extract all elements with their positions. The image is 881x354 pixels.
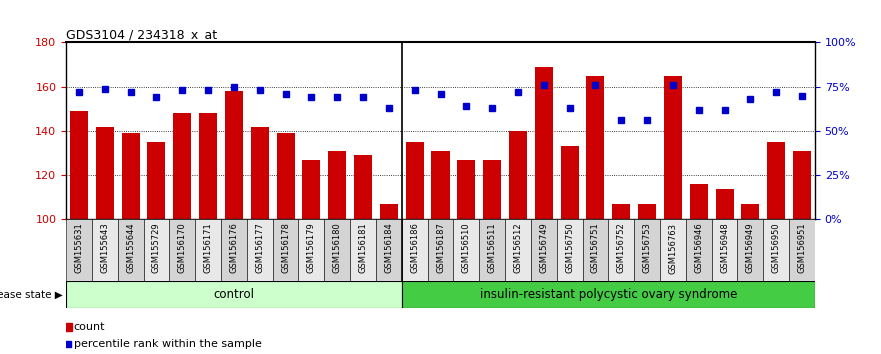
Bar	[122, 133, 140, 219]
Text: GSM156946: GSM156946	[694, 223, 703, 273]
Bar	[354, 155, 372, 219]
Bar	[405, 142, 424, 219]
Bar	[324, 219, 350, 281]
Text: GSM155643: GSM155643	[100, 223, 109, 273]
Text: GSM156181: GSM156181	[359, 223, 367, 273]
Bar	[376, 219, 402, 281]
Bar	[789, 219, 815, 281]
Bar	[560, 147, 579, 219]
Bar	[199, 113, 217, 219]
Text: GSM155644: GSM155644	[126, 223, 135, 273]
Bar	[247, 219, 272, 281]
Bar	[767, 142, 785, 219]
Bar	[402, 219, 427, 281]
Text: insulin-resistant polycystic ovary syndrome: insulin-resistant polycystic ovary syndr…	[479, 288, 737, 301]
Text: GSM155631: GSM155631	[75, 223, 84, 273]
Bar	[350, 219, 376, 281]
Bar	[221, 219, 247, 281]
Bar	[169, 219, 196, 281]
Bar	[302, 160, 321, 219]
Text: GSM156512: GSM156512	[514, 223, 522, 273]
Text: GSM156511: GSM156511	[488, 223, 497, 273]
Bar	[712, 219, 737, 281]
Text: GSM156177: GSM156177	[255, 223, 264, 273]
Bar	[96, 126, 114, 219]
Bar	[638, 204, 656, 219]
Text: GSM156763: GSM156763	[669, 223, 677, 274]
Bar	[535, 67, 552, 219]
Bar	[380, 204, 398, 219]
Bar	[432, 151, 449, 219]
Bar	[479, 219, 505, 281]
Bar	[147, 142, 166, 219]
Bar	[251, 126, 269, 219]
Bar	[685, 219, 712, 281]
Text: GDS3104 / 234318_x_at: GDS3104 / 234318_x_at	[66, 28, 218, 41]
Bar	[402, 281, 815, 308]
Bar	[66, 281, 402, 308]
Text: GSM156176: GSM156176	[229, 223, 239, 273]
Text: GSM156186: GSM156186	[411, 223, 419, 273]
Bar	[660, 219, 685, 281]
Bar	[509, 131, 527, 219]
Text: GSM156180: GSM156180	[333, 223, 342, 273]
Text: GSM156170: GSM156170	[178, 223, 187, 273]
Text: GSM156950: GSM156950	[772, 223, 781, 273]
Bar	[612, 204, 630, 219]
Bar	[737, 219, 763, 281]
Text: GSM156510: GSM156510	[462, 223, 470, 273]
Text: GSM156179: GSM156179	[307, 223, 316, 273]
Bar	[299, 219, 324, 281]
Text: GSM156178: GSM156178	[281, 223, 290, 273]
Bar	[634, 219, 660, 281]
Bar	[277, 133, 294, 219]
Text: percentile rank within the sample: percentile rank within the sample	[74, 339, 262, 349]
Bar	[144, 219, 169, 281]
Text: GSM156749: GSM156749	[539, 223, 548, 273]
Text: GSM156752: GSM156752	[617, 223, 626, 273]
Bar	[457, 160, 476, 219]
Bar	[557, 219, 582, 281]
Text: GSM156753: GSM156753	[642, 223, 652, 273]
Bar	[70, 111, 88, 219]
Bar	[454, 219, 479, 281]
Text: GSM156951: GSM156951	[797, 223, 806, 273]
Text: GSM155729: GSM155729	[152, 223, 161, 273]
Bar	[609, 219, 634, 281]
Bar	[427, 219, 454, 281]
Text: disease state ▶: disease state ▶	[0, 290, 63, 300]
Bar	[174, 113, 191, 219]
Bar	[741, 204, 759, 219]
Bar	[118, 219, 144, 281]
Bar	[328, 151, 346, 219]
Bar	[196, 219, 221, 281]
Bar	[225, 91, 243, 219]
Text: GSM156948: GSM156948	[720, 223, 729, 273]
Bar	[505, 219, 531, 281]
Bar	[483, 160, 501, 219]
Bar	[664, 76, 682, 219]
Bar	[66, 219, 92, 281]
Text: GSM156949: GSM156949	[746, 223, 755, 273]
Text: GSM156750: GSM156750	[565, 223, 574, 273]
Bar	[690, 184, 707, 219]
Bar	[92, 219, 118, 281]
Text: GSM156184: GSM156184	[384, 223, 393, 273]
Bar	[272, 219, 299, 281]
Text: GSM156171: GSM156171	[204, 223, 212, 273]
Text: count: count	[74, 321, 106, 332]
Bar	[715, 188, 734, 219]
Text: GSM156187: GSM156187	[436, 223, 445, 273]
Bar	[793, 151, 811, 219]
Bar	[531, 219, 557, 281]
Bar	[587, 76, 604, 219]
Text: control: control	[213, 288, 255, 301]
Text: GSM156751: GSM156751	[591, 223, 600, 273]
Bar	[763, 219, 789, 281]
Bar	[582, 219, 609, 281]
